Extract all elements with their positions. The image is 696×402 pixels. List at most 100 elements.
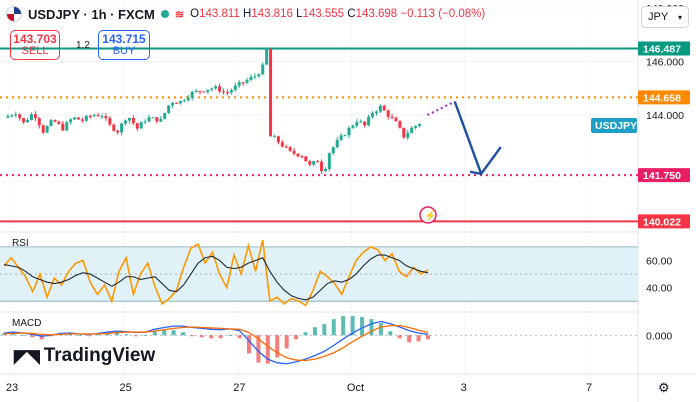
candle-body — [225, 92, 229, 94]
usd-jpy-flag-icon — [6, 6, 22, 22]
candle-body — [65, 122, 69, 131]
macd-tick-label: 0.000 — [646, 330, 672, 342]
macd-histogram-bar — [162, 330, 167, 336]
symbol-title[interactable]: USDJPY · 1h · FXCM — [28, 6, 155, 22]
candle-body — [367, 116, 371, 126]
candle-body — [178, 101, 182, 104]
macd-histogram-bar — [388, 331, 393, 336]
candle-body — [53, 120, 57, 122]
candle-body — [280, 142, 284, 147]
macd-histogram-bar — [303, 332, 308, 336]
macd-histogram-bar — [397, 335, 402, 339]
candle-body — [316, 161, 320, 163]
spread-value: 1.2 — [76, 40, 90, 51]
time-tick-label: 23 — [6, 382, 18, 394]
candle-body — [320, 161, 324, 172]
time-tick-label: Oct — [347, 382, 364, 394]
candle-body — [108, 118, 112, 125]
candle-body — [233, 85, 237, 90]
candle-body — [229, 89, 233, 93]
macd-histogram-bar — [124, 334, 129, 336]
level-tag-text-146.487: 146.487 — [643, 43, 681, 55]
candle-body — [261, 64, 265, 75]
macd-histogram-bar — [265, 335, 270, 364]
candle-body — [33, 114, 37, 119]
rsi-pane-label: RSI — [12, 238, 29, 249]
candle-body — [49, 120, 53, 126]
candle-body — [167, 105, 171, 113]
candle-body — [37, 118, 41, 126]
candle-body — [355, 121, 359, 126]
candle-body — [378, 105, 382, 112]
candle-body — [96, 115, 100, 117]
buy-button[interactable]: 143.715 BUY — [98, 30, 150, 60]
macd-histogram-bar — [331, 319, 336, 336]
candle-body — [194, 90, 198, 92]
candle-body — [214, 86, 218, 89]
wave-indicator-icon: ≋ — [174, 8, 185, 21]
candle-body — [131, 117, 135, 124]
candle-body — [414, 125, 418, 128]
time-tick-label: 3 — [461, 382, 467, 394]
ohlc-readout: O143.811 H143.816 L143.555 C143.698 −0.1… — [190, 8, 486, 20]
macd-histogram-bar — [369, 319, 374, 336]
candle-body — [104, 116, 108, 119]
macd-histogram-bar — [246, 335, 251, 354]
candle-body — [351, 125, 355, 128]
candle-body — [249, 76, 253, 80]
candle-body — [76, 117, 80, 120]
candle-body — [88, 116, 92, 118]
level-tag-140.022 — [638, 214, 690, 229]
candle-body — [394, 117, 398, 122]
candle-body — [292, 150, 296, 154]
candle-body — [73, 117, 77, 120]
candle-body — [210, 88, 214, 90]
macd-histogram-bar — [115, 332, 120, 336]
candle-body — [127, 117, 131, 121]
macd-histogram-bar — [77, 335, 82, 337]
candle-body — [135, 123, 139, 129]
candle-body — [272, 136, 276, 138]
macd-histogram-bar — [143, 335, 148, 337]
candle-body — [139, 122, 143, 129]
macd-histogram-bar — [284, 335, 289, 349]
candle-body — [143, 121, 147, 123]
currency-selector[interactable]: JPY ▾ — [641, 6, 689, 28]
candle-body — [155, 117, 159, 122]
level-tag-text-141.750: 141.750 — [643, 170, 681, 182]
candle-body — [186, 97, 190, 101]
macd-histogram-bar — [322, 324, 327, 336]
candle-body — [327, 153, 331, 169]
candle-body — [347, 127, 351, 136]
macd-histogram-bar — [209, 335, 214, 339]
candle-body — [22, 118, 26, 123]
candle-body — [147, 117, 151, 122]
macd-histogram-bar — [20, 335, 25, 337]
macd-histogram-bar — [171, 330, 176, 336]
candle-body — [304, 156, 308, 162]
macd-histogram-bar — [407, 335, 412, 343]
currency-label: JPY — [648, 11, 669, 23]
rsi-line — [3, 239, 429, 307]
level-tag-141.750 — [638, 168, 690, 183]
sell-button[interactable]: 143.703 SELL — [10, 30, 60, 60]
projection-dotted-line — [426, 100, 456, 116]
level-tag-144.658 — [638, 90, 690, 105]
candle-body — [257, 74, 261, 77]
macd-histogram-bar — [228, 335, 233, 337]
candle-body — [92, 115, 96, 117]
candle-body — [276, 136, 280, 143]
time-tick-label: 25 — [120, 382, 132, 394]
gear-icon[interactable]: ⚙ — [658, 380, 670, 395]
projection-arrow-line — [453, 101, 483, 175]
level-tag-146.487 — [638, 41, 690, 56]
macd-histogram-bar — [190, 335, 195, 337]
candle-body — [10, 115, 14, 117]
candle-body — [6, 115, 10, 118]
candle-body — [218, 86, 222, 92]
candle-body — [29, 114, 33, 121]
candle-body — [339, 135, 343, 140]
rsi-tick-label: 40.00 — [646, 283, 672, 295]
price-tick-label: 146.000 — [646, 57, 684, 69]
